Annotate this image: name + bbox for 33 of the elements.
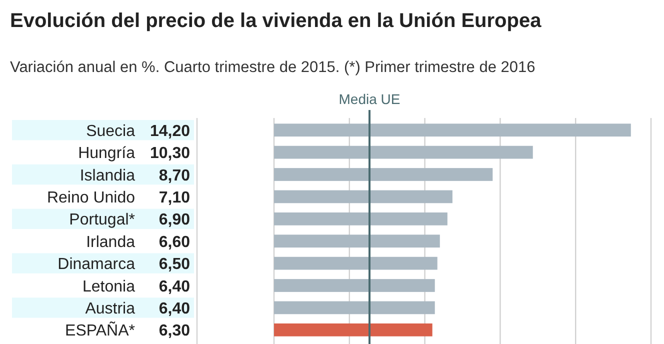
chart-subtitle: Variación anual en %. Cuarto trimestre de 2015. (*) Primer trimestre de 2016 (10, 59, 536, 76)
y-tick-label: Irlanda (86, 234, 136, 251)
y-tick-label: ESPAÑA* (65, 320, 135, 340)
data-label: 8,70 (158, 167, 190, 184)
y-tick-label: Islandia (80, 167, 136, 184)
data-label: 6,50 (158, 256, 190, 274)
y-tick-label: Suecia (86, 122, 136, 140)
bar (274, 234, 440, 248)
data-label: 10,30 (150, 145, 190, 162)
bar (274, 301, 435, 314)
data-label: 6,40 (158, 278, 190, 296)
data-label: 6,30 (158, 322, 190, 340)
data-label: 6,90 (158, 212, 190, 229)
data-label: 14,20 (150, 122, 190, 140)
ref-line-label: Media UE (338, 91, 400, 107)
y-tick-label: Hungría (78, 145, 136, 162)
bar (274, 168, 493, 181)
y-tick-label: Austria (85, 300, 136, 318)
data-label: 6,60 (158, 234, 190, 251)
bar (274, 256, 438, 270)
bar (274, 190, 452, 204)
bar (274, 124, 631, 137)
chart-title: Evolución del precio de la vivienda en la Unión Europea (10, 10, 542, 32)
data-label: 7,10 (158, 189, 190, 206)
y-tick-label: Dinamarca (58, 256, 136, 274)
bar (274, 279, 435, 292)
bar (274, 146, 533, 159)
bar (274, 212, 448, 226)
y-tick-label: Portugal* (69, 212, 135, 229)
bar (274, 323, 432, 336)
y-tick-label: Letonia (82, 278, 136, 296)
data-label: 6,40 (158, 300, 190, 318)
y-tick-label: Reino Unido (46, 189, 136, 206)
